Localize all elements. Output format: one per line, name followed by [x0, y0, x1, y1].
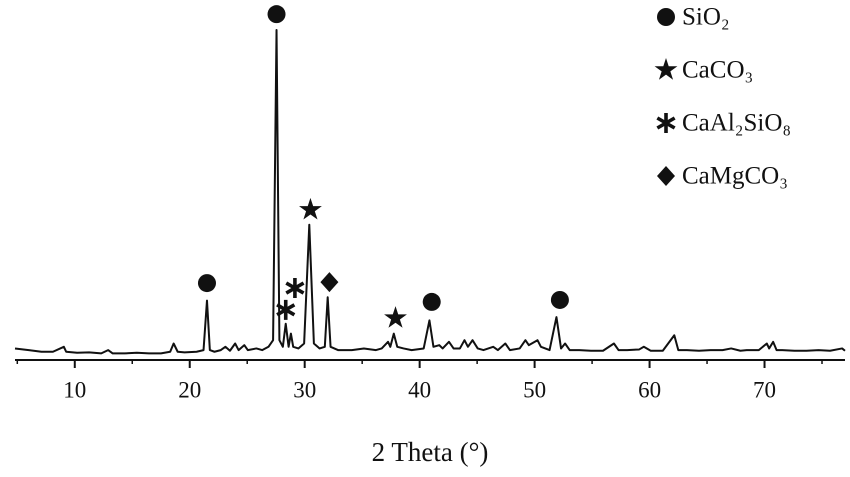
x-axis-title: 2 Theta (°)	[372, 437, 489, 467]
peak-marker	[320, 272, 339, 293]
x-tick-label: 20	[178, 377, 201, 402]
peak-marker	[285, 278, 305, 299]
peak-marker	[384, 306, 407, 328]
peak-marker	[550, 290, 569, 309]
legend-marker	[657, 166, 675, 186]
legend-marker	[657, 8, 675, 26]
diffraction-line	[14, 29, 846, 355]
peak-marker	[422, 292, 441, 311]
legend-label: CaCO₃	[682, 57, 753, 84]
peak-marker	[197, 274, 216, 293]
x-tick-label: 40	[408, 377, 431, 402]
peak-marker	[299, 197, 322, 220]
legend-marker	[654, 58, 678, 80]
x-tick-label: 70	[753, 377, 776, 402]
legend-label: CaAl₂SiO₈	[682, 110, 791, 137]
x-tick-label: 10	[63, 377, 86, 402]
peak-marker	[267, 5, 286, 24]
legend-label: CaMgCO₃	[682, 163, 788, 190]
x-tick-label: 60	[638, 377, 661, 402]
legend-marker	[656, 113, 676, 133]
x-tick-label: 50	[523, 377, 546, 402]
legend-label: SiO₂	[682, 4, 730, 31]
peak-marker	[276, 299, 296, 320]
x-tick-label: 30	[293, 377, 316, 402]
